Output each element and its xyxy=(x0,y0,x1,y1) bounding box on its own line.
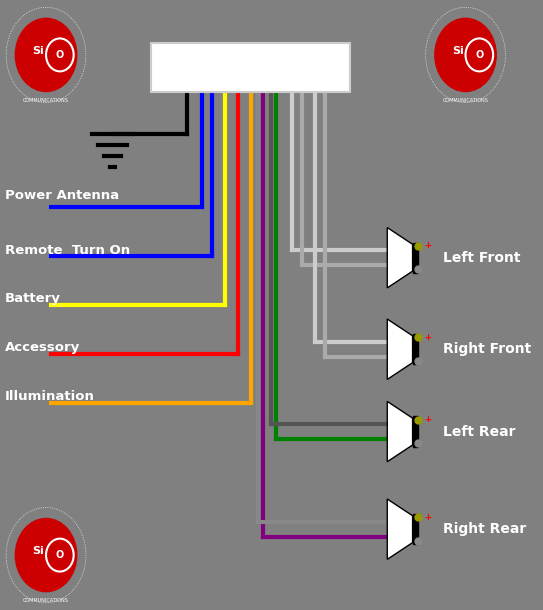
Text: Left Front: Left Front xyxy=(443,251,520,265)
FancyBboxPatch shape xyxy=(413,243,418,273)
Text: Power Antenna: Power Antenna xyxy=(5,188,119,202)
Circle shape xyxy=(435,18,496,92)
Polygon shape xyxy=(387,319,413,379)
Text: Si: Si xyxy=(452,46,464,56)
Text: +: + xyxy=(425,242,431,251)
Text: Right Front: Right Front xyxy=(443,342,531,356)
Text: Remote  Turn On: Remote Turn On xyxy=(5,243,130,257)
Text: +: + xyxy=(425,333,431,342)
Text: +: + xyxy=(425,513,431,522)
Polygon shape xyxy=(387,499,413,559)
FancyBboxPatch shape xyxy=(413,514,418,544)
Text: COMMUNICATIONS: COMMUNICATIONS xyxy=(23,598,69,603)
Text: Accessory: Accessory xyxy=(5,341,80,354)
Circle shape xyxy=(15,518,77,592)
Text: Battery: Battery xyxy=(5,292,61,306)
Text: +: + xyxy=(425,415,431,425)
Text: Si: Si xyxy=(33,547,44,556)
Text: Illumination: Illumination xyxy=(5,390,95,403)
Text: Si: Si xyxy=(33,46,44,56)
Text: O: O xyxy=(56,550,64,560)
Text: COMMUNICATIONS: COMMUNICATIONS xyxy=(23,98,69,103)
Text: Left Rear: Left Rear xyxy=(443,425,515,439)
Text: Right Rear: Right Rear xyxy=(443,522,526,536)
FancyBboxPatch shape xyxy=(413,334,418,364)
Polygon shape xyxy=(387,228,413,288)
Text: COMMUNICATIONS: COMMUNICATIONS xyxy=(443,98,489,103)
FancyBboxPatch shape xyxy=(151,43,350,92)
Polygon shape xyxy=(387,401,413,462)
FancyBboxPatch shape xyxy=(413,417,418,447)
Circle shape xyxy=(15,18,77,92)
Text: O: O xyxy=(56,50,64,60)
Text: O: O xyxy=(475,50,483,60)
